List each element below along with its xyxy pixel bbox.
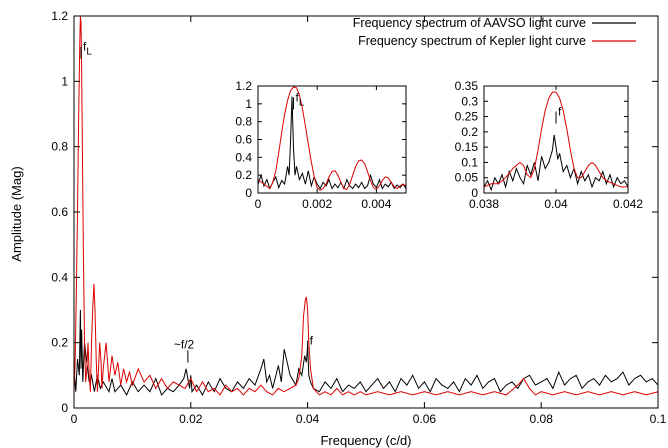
- inset-right-annotation-label: f: [558, 105, 562, 119]
- annotation-text: f: [558, 105, 562, 119]
- annotation-text: f: [83, 40, 87, 54]
- inset-left-y-tick-label: 1.2: [235, 79, 252, 93]
- inset-left-y-tick-label: 1: [245, 97, 252, 111]
- inset-left-y-tick-label: 0.8: [235, 115, 252, 129]
- inset-left-annotation-label: fL: [296, 90, 305, 108]
- inset-right-y-tick-label: 0: [471, 186, 478, 200]
- inset-left-y-tick-label: 0: [245, 186, 252, 200]
- main-y-tick-label: 1.2: [51, 9, 68, 23]
- annotation-text: ~f/2: [174, 337, 195, 351]
- legend-label-kepler: Frequency spectrum of Kepler light curve: [358, 34, 586, 48]
- inset-right-x-tick-label: 0.04: [544, 197, 568, 211]
- inset-right-series-kepler-line: [484, 91, 628, 188]
- inset-right-x-tick-label: 0.042: [613, 197, 643, 211]
- main-y-tick-label: 0: [61, 401, 68, 415]
- inset-right-y-tick-label: 0.15: [455, 140, 479, 154]
- legend: Frequency spectrum of AAVSO light curve …: [353, 16, 636, 48]
- legend-label-aavso: Frequency spectrum of AAVSO light curve: [353, 16, 586, 30]
- main-x-tick-label: 0.08: [530, 412, 554, 426]
- inset-right-y-tick-label: 0.2: [461, 125, 478, 139]
- main-annotation-label: f: [310, 334, 314, 348]
- inset-right-series-aavso-line: [484, 134, 628, 192]
- inset-left-y-tick-label: 0.6: [235, 133, 252, 147]
- annotation-text: f: [296, 90, 300, 104]
- annotation-subscript: L: [299, 97, 305, 108]
- main-y-tick-label: 0.6: [51, 205, 68, 219]
- main-y-tick-label: 1: [61, 74, 68, 88]
- main-x-tick-label: 0.04: [296, 412, 320, 426]
- inset-left-y-tick-label: 0.2: [235, 168, 252, 182]
- inset-left-x-tick-label: 0: [255, 197, 262, 211]
- main-x-tick-label: 0.06: [413, 412, 437, 426]
- x-axis-title: Frequency (c/d): [320, 433, 411, 448]
- inset-right-panel: 0.038 0.04 0.042 00.05 0.10.150.20.25 0.30.35…: [455, 79, 644, 211]
- inset-left-panel: 0 0.002 0.004 0 0.2 0.4 0.6 0.8 1 1.2 fL: [235, 79, 407, 211]
- main-plot-frame: [73, 15, 659, 409]
- main-panel: 0 0.02 0.04 0.06 0.08 0.100.20.40.60.811.2fL~…: [51, 9, 666, 426]
- inset-right-y-tick-label: 0.35: [455, 79, 479, 93]
- y-axis-title: Amplitude (Mag): [9, 166, 24, 261]
- inset-left-series-aavso-line: [258, 96, 406, 190]
- annotation-text: f: [310, 334, 314, 348]
- inset-left-x-tick-label: 0.004: [361, 197, 391, 211]
- inset-left-y-tick-label: 0.4: [235, 150, 252, 164]
- main-y-tick-label: 0.4: [51, 270, 68, 284]
- main-y-tick-label: 0.8: [51, 140, 68, 154]
- annotation-subscript: L: [86, 47, 92, 58]
- main-x-tick-label: 0.1: [650, 412, 667, 426]
- main-series-aavso-line: [74, 309, 658, 396]
- inset-right-y-tick-label: 0.1: [461, 155, 478, 169]
- main-series-kepler-line: [74, 16, 658, 396]
- inset-left-series-kepler-line: [258, 86, 406, 191]
- inset-right-y-tick-label: 0.05: [455, 171, 479, 185]
- inset-left-x-tick-label: 0.002: [302, 197, 332, 211]
- main-x-tick-label: 0: [71, 412, 78, 426]
- main-annotation-label: ~f/2: [174, 337, 195, 351]
- main-annotation-label: fL: [83, 40, 92, 58]
- main-y-tick-label: 0.2: [51, 336, 68, 350]
- main-x-tick-label: 0.02: [179, 412, 203, 426]
- inset-right-y-tick-label: 0.3: [461, 94, 478, 108]
- inset-right-y-tick-label: 0.25: [455, 110, 479, 124]
- inset-right-x-tick-label: 0.038: [469, 197, 499, 211]
